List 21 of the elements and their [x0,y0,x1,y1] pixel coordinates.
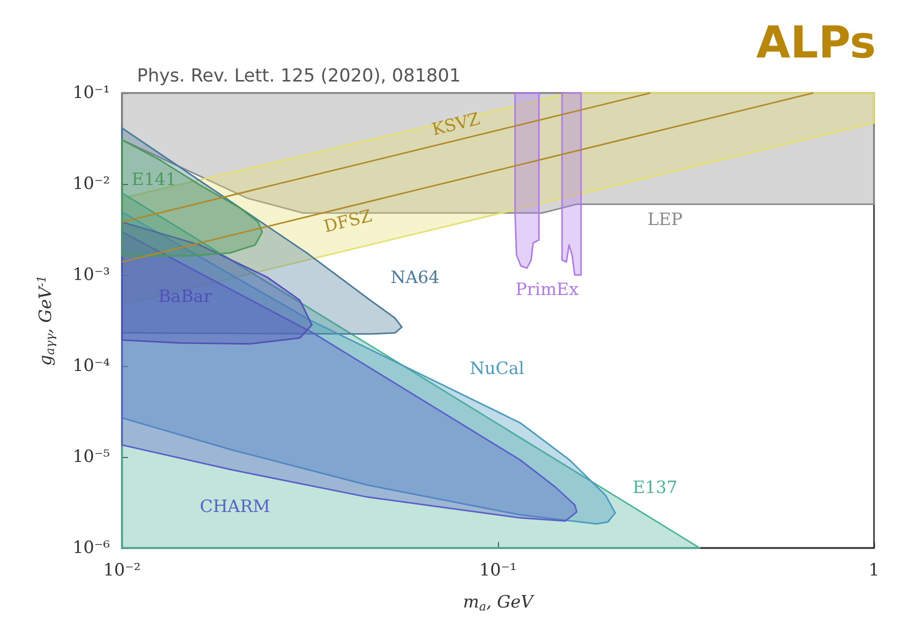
y-tick-label: 10⁻¹ [72,83,110,103]
series-label: LEP [647,210,683,230]
y-tick-label: 10⁻⁵ [72,447,110,467]
series-label: PrimEx [515,280,579,300]
series-label: NuCal [470,359,524,379]
series-label: E137 [632,478,678,498]
y-tick-label: 10⁻⁴ [72,356,110,376]
y-tick-label: 10⁻³ [72,265,110,285]
text: KSVZ [430,109,482,140]
x-tick-label: 10⁻¹ [479,560,517,580]
chart-title: ALPs [756,18,876,68]
y-tick-label: 10⁻² [72,174,110,194]
series-label: CHARM [200,497,270,517]
series-label: E141 [132,170,176,190]
series-label: NA64 [390,268,440,288]
x-tick-label: 10⁻² [103,560,141,580]
y-axis-title: gaγγ, GeV-1 [34,275,57,366]
x-tick-label: 1 [868,560,880,580]
chart-subtitle: Phys. Rev. Lett. 125 (2020), 081801 [137,66,461,86]
y-tick-label: 10⁻⁶ [72,538,110,558]
text: DFSZ [322,206,374,238]
